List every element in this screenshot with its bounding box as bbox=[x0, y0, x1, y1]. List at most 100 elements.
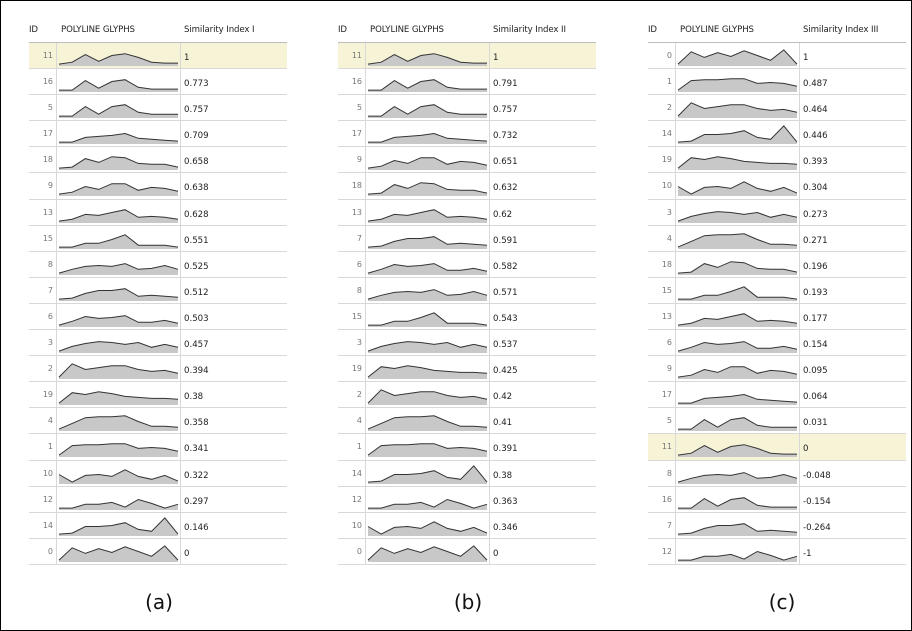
row-id: 15 bbox=[338, 303, 366, 330]
glyph-line bbox=[58, 262, 179, 274]
row-id: 12 bbox=[338, 486, 366, 512]
table-row[interactable]: 15 0.551 bbox=[29, 225, 287, 252]
table-row[interactable]: 2 0.464 bbox=[648, 95, 906, 122]
table-row[interactable]: 10 0.322 bbox=[29, 460, 287, 487]
table-row[interactable]: 17 0.709 bbox=[29, 121, 287, 148]
row-id: 9 bbox=[648, 356, 676, 382]
row-id: 15 bbox=[29, 225, 57, 251]
table-row[interactable]: 10 0.346 bbox=[338, 512, 596, 539]
polyline-glyph-cell bbox=[57, 538, 181, 564]
table-row[interactable]: 9 0.651 bbox=[338, 147, 596, 174]
table-row[interactable]: 4 0.41 bbox=[338, 408, 596, 435]
polyline-glyph-cell bbox=[57, 303, 181, 330]
similarity-value: 0.628 bbox=[184, 209, 209, 220]
header-id[interactable]: ID bbox=[338, 25, 347, 35]
table-row[interactable]: 17 0.064 bbox=[648, 382, 906, 409]
header-similarity[interactable]: Similarity Index I bbox=[184, 25, 255, 35]
table-row[interactable]: 1 0.391 bbox=[338, 434, 596, 461]
glyph-area bbox=[368, 236, 487, 249]
table-row[interactable]: 18 0.658 bbox=[29, 147, 287, 174]
table-row[interactable]: 3 0.273 bbox=[648, 199, 906, 226]
polyline-glyph-cell bbox=[676, 199, 800, 225]
similarity-value: 0 bbox=[803, 444, 809, 455]
table-row[interactable]: 14 0.146 bbox=[29, 512, 287, 539]
polyline-glyph-cell bbox=[676, 512, 800, 538]
table-row[interactable]: 11 1 bbox=[338, 43, 596, 70]
table-row[interactable]: 5 0.757 bbox=[338, 95, 596, 122]
row-id: 1 bbox=[648, 69, 676, 95]
table-row[interactable]: 3 0.537 bbox=[338, 330, 596, 357]
table-row[interactable]: 15 0.543 bbox=[338, 303, 596, 331]
polyline-glyph bbox=[367, 53, 487, 66]
table-row[interactable]: 8 0.525 bbox=[29, 251, 287, 278]
glyph-line bbox=[58, 183, 179, 196]
table-row[interactable]: 11 1 bbox=[29, 43, 287, 70]
glyph-area bbox=[368, 133, 487, 145]
table-row[interactable]: 3 0.457 bbox=[29, 330, 287, 357]
table-row[interactable]: 19 0.425 bbox=[338, 356, 596, 383]
table-row[interactable]: 16 0.791 bbox=[338, 69, 596, 96]
table-row[interactable]: 18 0.196 bbox=[648, 251, 906, 278]
table-row[interactable]: 2 0.42 bbox=[338, 382, 596, 409]
glyph-area bbox=[368, 545, 487, 562]
table-row[interactable]: 4 0.358 bbox=[29, 408, 287, 435]
table-row[interactable]: 7 -0.264 bbox=[648, 512, 906, 539]
table-row[interactable]: 15 0.193 bbox=[648, 277, 906, 304]
table-row[interactable]: 13 0.628 bbox=[29, 199, 287, 226]
table-row[interactable]: 8 -0.048 bbox=[648, 460, 906, 487]
header-similarity[interactable]: Similarity Index III bbox=[803, 25, 879, 35]
table-row[interactable]: 7 0.512 bbox=[29, 277, 287, 304]
table-row[interactable]: 2 0.394 bbox=[29, 356, 287, 383]
glyph-line bbox=[367, 415, 488, 430]
table-row[interactable]: 11 0 bbox=[648, 434, 906, 461]
similarity-value: 0.551 bbox=[184, 235, 209, 246]
table-row[interactable]: 6 0.582 bbox=[338, 251, 596, 278]
header-id[interactable]: ID bbox=[29, 25, 38, 35]
table-row[interactable]: 7 0.591 bbox=[338, 225, 596, 252]
glyph-line bbox=[677, 232, 798, 248]
polyline-glyph-cell bbox=[676, 43, 800, 69]
table-row[interactable]: 5 0.757 bbox=[29, 95, 287, 122]
header-id[interactable]: ID bbox=[648, 25, 657, 35]
table-row[interactable]: 9 0.638 bbox=[29, 173, 287, 200]
table-row[interactable]: 19 0.393 bbox=[648, 147, 906, 174]
header-polyline-glyphs[interactable]: POLYLINE GLYPHS bbox=[61, 25, 135, 35]
table-row[interactable]: 12 -1 bbox=[648, 538, 906, 565]
glyph-line bbox=[368, 312, 488, 326]
table-row[interactable]: 19 0.38 bbox=[29, 382, 287, 409]
table-row[interactable]: 18 0.632 bbox=[338, 173, 596, 200]
polyline-glyph-cell bbox=[676, 356, 800, 382]
glyph-area bbox=[59, 157, 178, 171]
glyph-area bbox=[678, 394, 797, 406]
table-row[interactable]: 1 0.341 bbox=[29, 434, 287, 461]
table-row[interactable]: 12 0.297 bbox=[29, 486, 287, 513]
table-row[interactable]: 10 0.304 bbox=[648, 173, 906, 200]
table-row[interactable]: 6 0.503 bbox=[29, 303, 287, 331]
header-similarity[interactable]: Similarity Index II bbox=[493, 25, 566, 35]
table-row[interactable]: 8 0.571 bbox=[338, 277, 596, 304]
table-row[interactable]: 12 0.363 bbox=[338, 486, 596, 513]
table-row[interactable]: 14 0.38 bbox=[338, 460, 596, 487]
header-polyline-glyphs[interactable]: POLYLINE GLYPHS bbox=[370, 25, 444, 35]
table-row[interactable]: 9 0.095 bbox=[648, 356, 906, 383]
table-row[interactable]: 1 0.487 bbox=[648, 69, 906, 96]
table-row[interactable]: 13 0.177 bbox=[648, 303, 906, 331]
table-row[interactable]: 6 0.154 bbox=[648, 330, 906, 357]
similarity-value: 0.391 bbox=[493, 444, 518, 455]
row-id: 4 bbox=[338, 408, 366, 434]
table-row[interactable]: 4 0.271 bbox=[648, 225, 906, 252]
table-row[interactable]: 16 0.773 bbox=[29, 69, 287, 96]
table-row[interactable]: 14 0.446 bbox=[648, 121, 906, 148]
glyph-line bbox=[368, 79, 487, 91]
header-polyline-glyphs[interactable]: POLYLINE GLYPHS bbox=[680, 25, 754, 35]
table-row[interactable]: 17 0.732 bbox=[338, 121, 596, 148]
polyline-glyph-cell bbox=[366, 173, 490, 199]
polyline-glyph-cell bbox=[366, 538, 490, 564]
table-row[interactable]: 16 -0.154 bbox=[648, 486, 906, 513]
glyph-line bbox=[58, 545, 179, 561]
table-row[interactable]: 5 0.031 bbox=[648, 408, 906, 435]
table-row[interactable]: 13 0.62 bbox=[338, 199, 596, 226]
